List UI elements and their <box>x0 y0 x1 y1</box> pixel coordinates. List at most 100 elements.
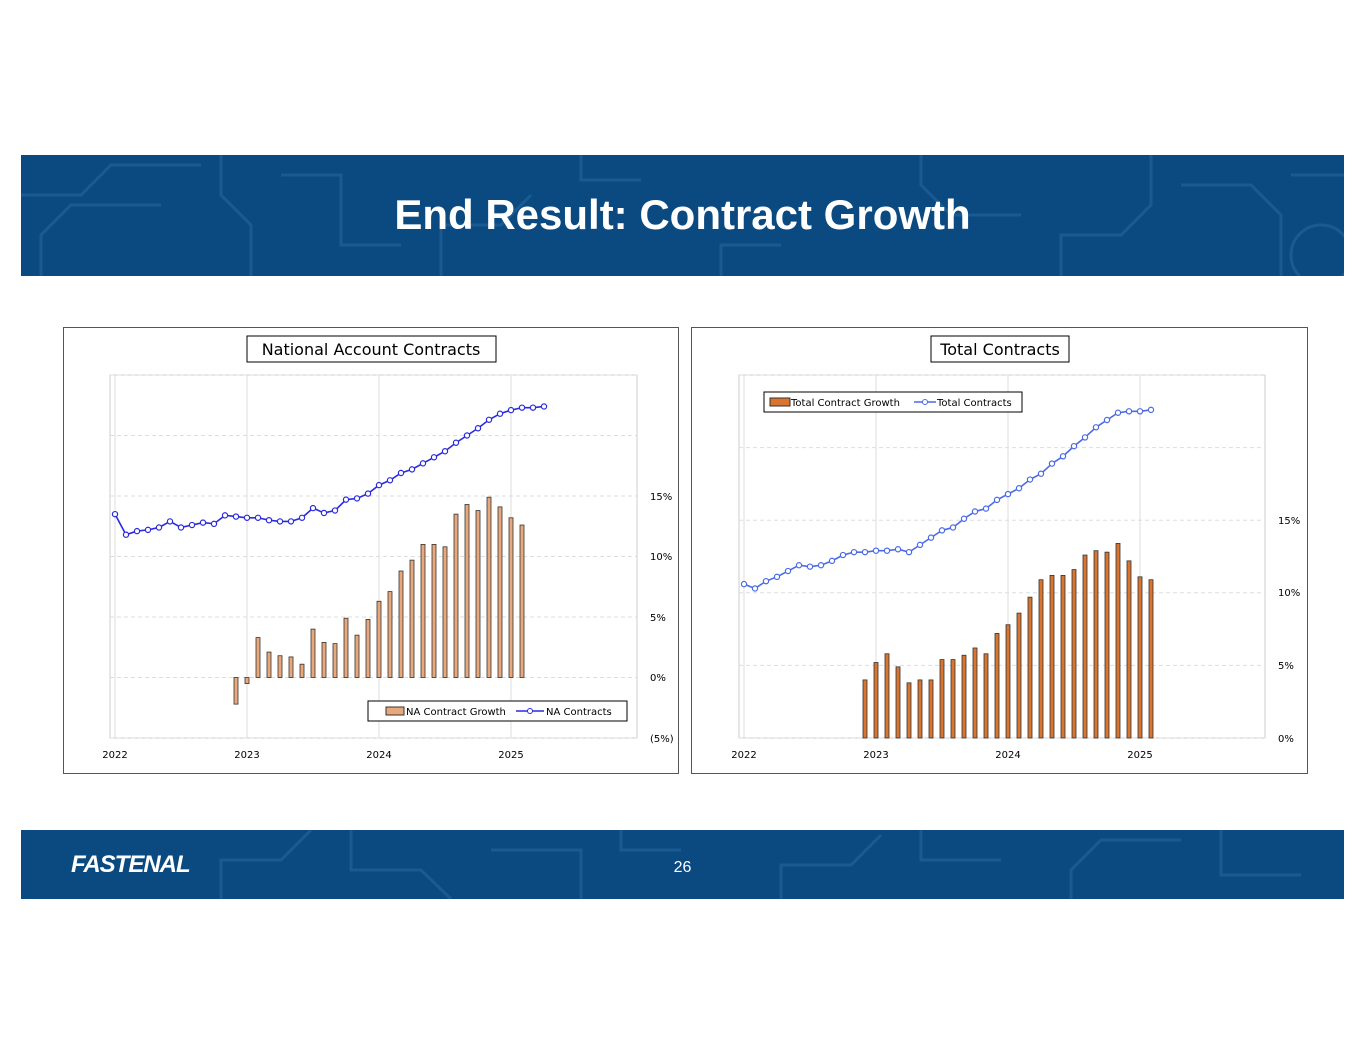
line-point <box>518 404 526 411</box>
x-tick-label: 2022 <box>731 750 756 761</box>
line-point <box>971 508 979 515</box>
bar <box>961 654 967 739</box>
line-point <box>894 546 902 553</box>
line-point <box>938 527 946 534</box>
bar <box>884 653 890 739</box>
y-tick-label: (5%) <box>650 734 674 745</box>
gridlines <box>109 374 638 739</box>
line-point <box>221 512 229 519</box>
series-line <box>743 409 1152 590</box>
bar <box>895 666 901 739</box>
series-line <box>114 405 545 536</box>
line-point <box>1136 408 1144 415</box>
line-point <box>122 531 130 538</box>
national-account-contracts-chart: National Account Contracts NA Contract G… <box>63 327 679 774</box>
x-tick-label: 2023 <box>863 750 888 761</box>
bar <box>508 517 514 678</box>
line-point <box>828 557 836 565</box>
chart-title: National Account Contracts <box>262 340 481 359</box>
line-point <box>364 490 372 497</box>
line-point <box>795 562 803 569</box>
bar <box>1071 569 1077 739</box>
line-point <box>419 460 427 467</box>
bar <box>1093 550 1099 739</box>
bar <box>420 543 426 678</box>
line-point <box>740 580 748 588</box>
bar <box>873 662 879 739</box>
y-axis-ticks: 15% 10% 5% 0% <box>1278 516 1300 745</box>
bar <box>486 496 492 678</box>
line-point <box>1004 490 1012 498</box>
line-point <box>452 439 460 446</box>
line-point <box>155 524 163 531</box>
line-point <box>773 573 781 581</box>
page-number: 26 <box>673 859 692 876</box>
bar-series <box>233 496 525 705</box>
line-point <box>265 516 273 524</box>
bar <box>453 513 459 678</box>
line-point <box>993 496 1001 504</box>
line-point <box>441 448 449 455</box>
y-tick-label: 10% <box>1278 588 1300 599</box>
line-point <box>1026 476 1034 483</box>
bar <box>310 628 316 678</box>
bar <box>1027 596 1033 739</box>
bar <box>255 637 261 678</box>
bar <box>906 682 912 739</box>
line-point <box>1037 470 1045 477</box>
slide-title: End Result: Contract Growth <box>394 191 971 238</box>
line-point <box>276 518 284 525</box>
line-point <box>397 469 405 477</box>
line-point <box>1081 434 1089 441</box>
bar <box>475 510 481 678</box>
bar <box>233 677 239 705</box>
line-point <box>111 510 119 518</box>
line-point <box>784 567 792 575</box>
line-point <box>982 505 990 512</box>
x-axis-ticks: 2022 2023 2024 2025 <box>731 750 1152 761</box>
y-tick-label: 0% <box>650 673 666 684</box>
line-point <box>1147 406 1155 414</box>
line-point <box>254 514 262 521</box>
x-tick-label: 2024 <box>366 750 391 761</box>
line-point <box>298 514 306 521</box>
y-tick-label: 5% <box>1278 661 1294 672</box>
bar <box>409 559 415 678</box>
total-contracts-plot: Total Contracts Total Contract Growth To… <box>731 335 1300 761</box>
line-point <box>861 548 869 556</box>
circuit-pattern-decoration <box>219 830 1301 899</box>
bar <box>497 506 503 678</box>
line-point <box>850 548 858 556</box>
footer-banner: FASTENAL 26 <box>21 830 1344 899</box>
circuit-pattern-decoration <box>21 155 1344 276</box>
bar <box>1137 576 1143 739</box>
line-point <box>839 551 847 559</box>
bar <box>343 617 349 678</box>
line-point <box>529 404 537 411</box>
title-banner: End Result: Contract Growth <box>21 155 1344 276</box>
bar <box>1115 543 1121 739</box>
bar <box>442 546 448 678</box>
legend-bar-swatch <box>769 397 791 407</box>
line-point <box>133 527 141 535</box>
legend-bar-label: NA Contract Growth <box>406 707 506 718</box>
bar <box>972 647 978 739</box>
bar <box>1126 560 1132 739</box>
line-point <box>430 454 438 461</box>
x-tick-label: 2025 <box>1127 750 1152 761</box>
bar <box>365 619 371 678</box>
bar <box>431 543 437 678</box>
bar <box>950 659 956 739</box>
bar <box>939 659 945 739</box>
line-point <box>1070 442 1078 450</box>
chart-title-box <box>246 335 497 363</box>
bar <box>983 653 989 739</box>
total-contracts-chart: Total Contracts Total Contract Growth To… <box>691 327 1308 774</box>
legend-line-marker <box>922 399 928 405</box>
line-point <box>540 403 548 410</box>
national-account-contracts-plot: National Account Contracts NA Contract G… <box>102 335 674 761</box>
bar <box>1005 624 1011 739</box>
bar <box>299 663 305 678</box>
bar <box>288 656 294 678</box>
bar <box>1082 554 1088 739</box>
